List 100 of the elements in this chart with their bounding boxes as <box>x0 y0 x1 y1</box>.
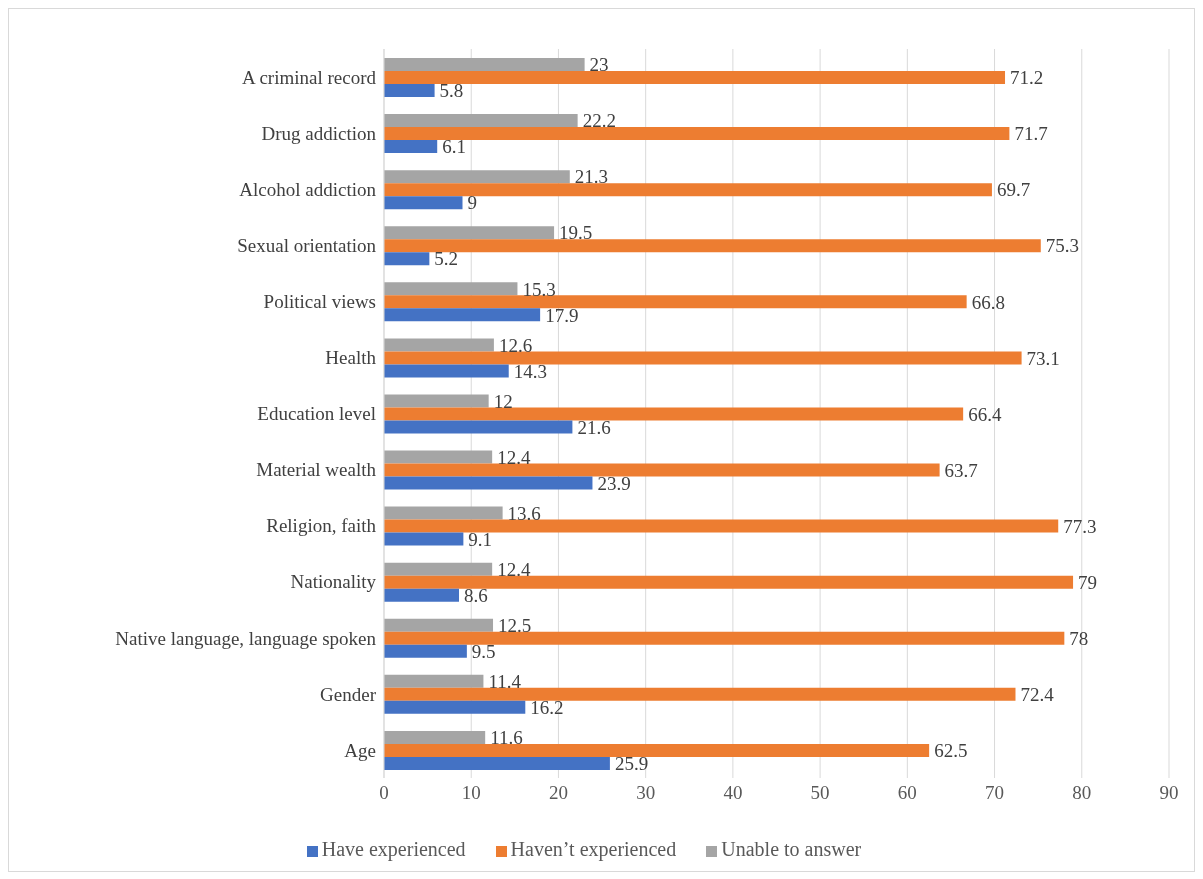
bar <box>384 506 503 520</box>
y-tick-label: Religion, faith <box>266 515 377 537</box>
bar <box>384 226 555 240</box>
x-tick-label: 30 <box>636 782 656 804</box>
bar <box>384 756 610 770</box>
data-label: 12.4 <box>497 446 531 468</box>
bar <box>384 84 435 97</box>
bar <box>384 730 486 744</box>
y-tick-label: Health <box>325 347 377 369</box>
data-label: 73.1 <box>1026 347 1060 369</box>
data-label: 13.6 <box>507 502 541 524</box>
bar <box>384 588 460 602</box>
y-tick-label: Alcohol addiction <box>239 178 377 200</box>
bar <box>384 420 573 434</box>
bar <box>384 58 585 71</box>
y-tick-label: Native language, language spoken <box>115 627 377 649</box>
bar <box>384 170 570 184</box>
bar <box>384 450 493 464</box>
data-label: 21.3 <box>574 166 609 188</box>
bar <box>384 463 940 477</box>
data-label: 78 <box>1069 628 1089 650</box>
y-tick-label: Drug addiction <box>261 122 377 144</box>
data-label: 23.9 <box>597 472 631 494</box>
data-label: 71.2 <box>1010 67 1044 89</box>
legend-label: Unable to answer <box>721 838 862 860</box>
legend-label: Haven’t experienced <box>510 838 677 860</box>
data-label: 63.7 <box>944 459 978 481</box>
x-tick-label: 10 <box>461 782 481 804</box>
bar <box>384 308 541 322</box>
data-label: 12.6 <box>498 334 533 356</box>
data-label: 5.2 <box>434 248 459 270</box>
data-label: 12.5 <box>498 615 532 637</box>
data-label: 11.4 <box>488 671 522 693</box>
data-label: 9.1 <box>468 528 493 550</box>
data-label: 6.1 <box>442 136 466 158</box>
data-label: 25.9 <box>614 753 649 775</box>
data-label: 66.4 <box>968 403 1002 425</box>
bar <box>384 644 467 658</box>
bar <box>384 674 484 688</box>
bar <box>384 364 509 378</box>
data-label: 75.3 <box>1045 235 1080 257</box>
bar <box>384 295 967 309</box>
bar <box>384 282 518 296</box>
bar <box>384 71 1006 84</box>
bar <box>384 140 438 154</box>
y-tick-label: Age <box>344 739 376 761</box>
bar <box>384 575 1074 589</box>
data-label: 11.6 <box>490 727 523 749</box>
data-label: 9 <box>467 192 477 214</box>
x-tick-label: 60 <box>897 782 917 804</box>
data-label: 71.7 <box>1014 123 1048 145</box>
bar <box>384 562 493 576</box>
bar <box>384 700 526 714</box>
data-label: 16.2 <box>530 697 564 719</box>
y-tick-label: Sexual orientation <box>237 235 377 257</box>
bar <box>384 687 1016 701</box>
data-label: 5.8 <box>439 80 464 102</box>
data-label: 22.2 <box>582 110 616 132</box>
y-tick-label: A criminal record <box>241 66 377 88</box>
bar <box>384 114 578 128</box>
data-label: 9.5 <box>471 641 496 663</box>
y-tick-label: Material wealth <box>256 459 377 481</box>
x-tick-label: 0 <box>379 782 389 804</box>
y-tick-label: Education level <box>257 403 376 425</box>
data-label: 23 <box>589 54 609 76</box>
data-label: 15.3 <box>522 278 556 300</box>
bar <box>384 196 463 210</box>
data-label: 62.5 <box>934 740 968 762</box>
data-label: 79 <box>1078 571 1098 593</box>
bar <box>384 127 1010 141</box>
data-label: 12.4 <box>497 558 531 580</box>
data-label: 72.4 <box>1020 684 1055 706</box>
bar <box>384 519 1059 533</box>
data-label: 69.7 <box>996 179 1031 201</box>
data-label: 8.6 <box>464 584 488 606</box>
data-label: 77.3 <box>1063 515 1097 537</box>
x-tick-label: 50 <box>810 782 830 804</box>
bar <box>384 631 1065 645</box>
x-tick-label: 70 <box>985 782 1005 804</box>
data-label: 19.5 <box>559 222 593 244</box>
bar <box>384 351 1022 365</box>
x-tick-label: 80 <box>1072 782 1092 804</box>
bar <box>384 252 430 266</box>
bar <box>384 407 964 421</box>
x-tick-label: 20 <box>548 782 568 804</box>
bar <box>384 394 489 408</box>
bar <box>384 183 992 197</box>
legend-label: Have experienced <box>321 838 466 860</box>
x-tick-label: 40 <box>723 782 743 804</box>
bar <box>384 338 494 352</box>
data-label: 21.6 <box>577 416 611 438</box>
y-tick-label: Nationality <box>290 571 377 593</box>
bar <box>384 618 494 632</box>
y-tick-label: Political views <box>263 291 376 313</box>
y-tick-label: Gender <box>320 683 377 705</box>
bar <box>384 743 930 757</box>
x-tick-label: 90 <box>1159 782 1179 804</box>
data-label: 14.3 <box>513 360 547 382</box>
data-label: 12 <box>493 390 513 412</box>
bar <box>384 532 464 546</box>
